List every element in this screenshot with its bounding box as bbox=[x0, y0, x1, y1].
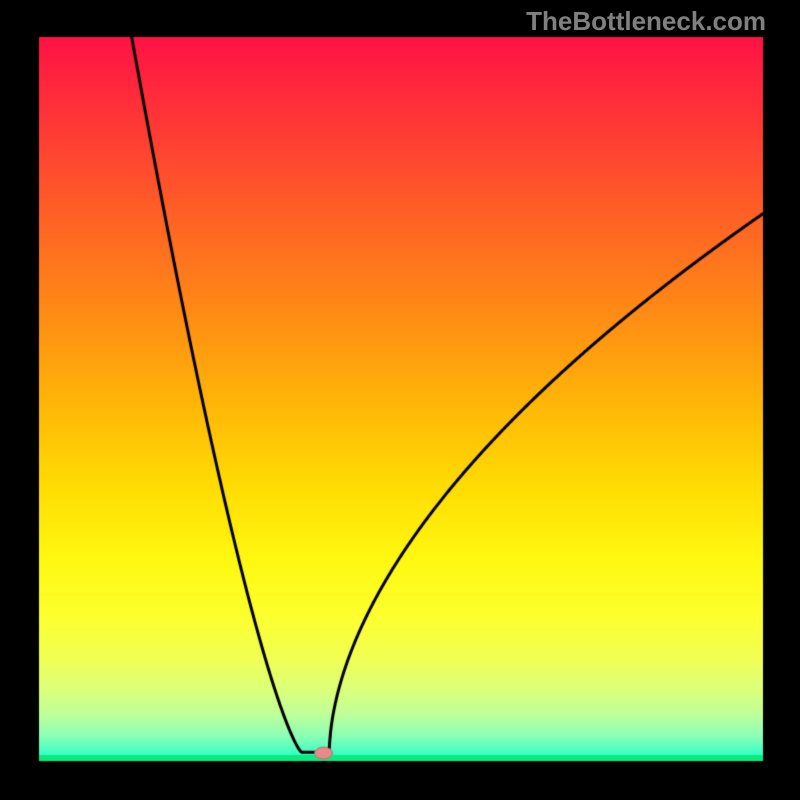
chart-stage: TheBottleneck.com bbox=[0, 0, 800, 800]
curve-canvas bbox=[0, 0, 800, 800]
watermark-text: TheBottleneck.com bbox=[526, 6, 766, 37]
